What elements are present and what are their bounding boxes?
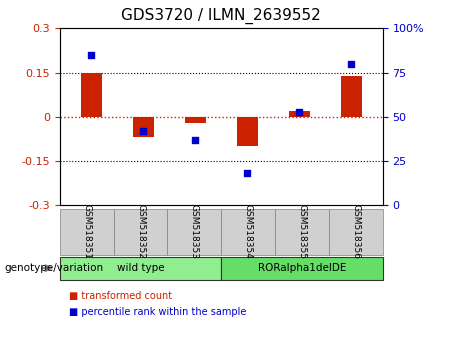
Point xyxy=(243,171,251,176)
Title: GDS3720 / ILMN_2639552: GDS3720 / ILMN_2639552 xyxy=(121,8,321,24)
Point xyxy=(348,61,355,67)
Bar xyxy=(237,117,258,146)
Text: RORalpha1delDE: RORalpha1delDE xyxy=(258,263,346,273)
Text: GSM518355: GSM518355 xyxy=(297,204,307,259)
Text: GSM518356: GSM518356 xyxy=(351,204,360,259)
Bar xyxy=(81,73,101,117)
Text: ■ percentile rank within the sample: ■ percentile rank within the sample xyxy=(69,307,247,316)
Point xyxy=(296,109,303,114)
Text: GSM518354: GSM518354 xyxy=(244,204,253,259)
Point xyxy=(88,52,95,58)
Bar xyxy=(133,117,154,137)
Bar xyxy=(341,75,362,117)
Text: wild type: wild type xyxy=(117,263,165,273)
Text: genotype/variation: genotype/variation xyxy=(5,263,104,273)
Bar xyxy=(185,117,206,123)
Text: GSM518351: GSM518351 xyxy=(83,204,91,259)
Text: ■ transformed count: ■ transformed count xyxy=(69,291,172,301)
Point xyxy=(192,137,199,143)
Text: GSM518352: GSM518352 xyxy=(136,204,145,259)
Bar xyxy=(289,111,310,117)
Point xyxy=(140,128,147,134)
Text: GSM518353: GSM518353 xyxy=(190,204,199,259)
